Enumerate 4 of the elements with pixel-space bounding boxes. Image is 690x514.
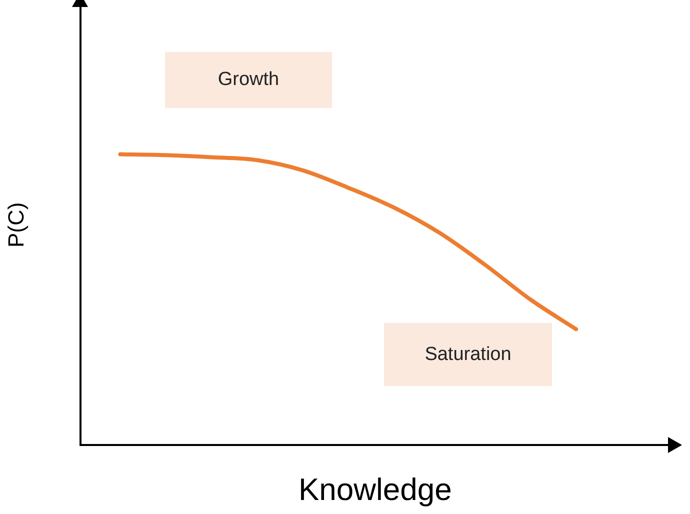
note-box: Growth (165, 52, 332, 108)
note-box: Saturation (384, 323, 552, 386)
y-axis-title: P(C) (3, 202, 28, 248)
x-axis-title: Knowledge (298, 472, 452, 507)
